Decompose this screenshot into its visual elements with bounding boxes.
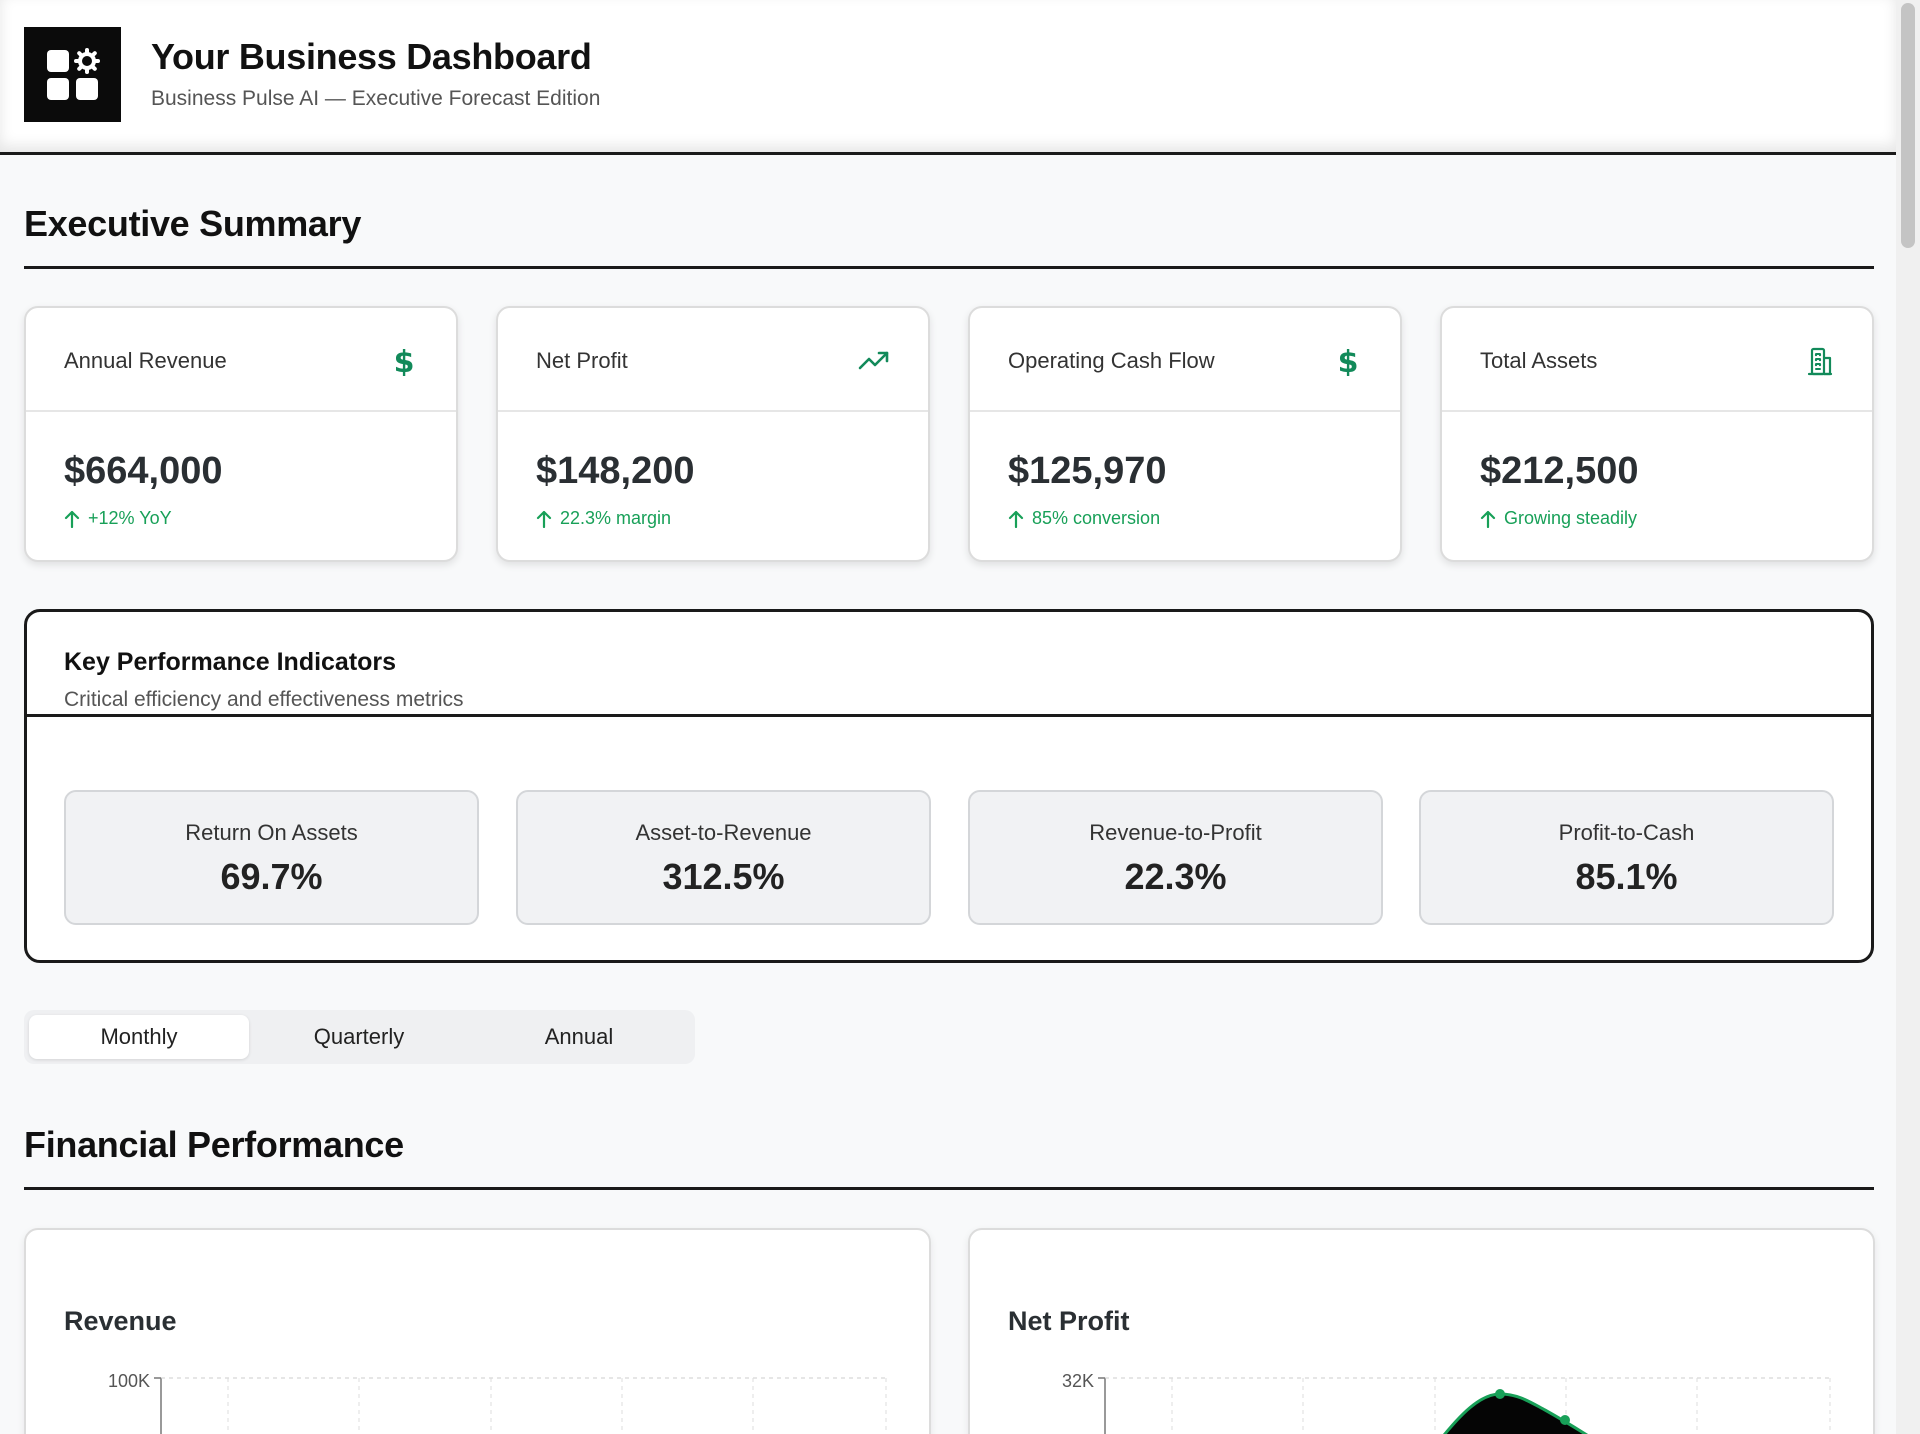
metric-trend: 85% conversion: [1008, 508, 1160, 529]
arrow-up-icon: [536, 510, 552, 528]
trending-up-icon: [858, 351, 889, 370]
metric-trend-text: Growing steadily: [1504, 508, 1638, 528]
app-header: Your Business Dashboard Business Pulse A…: [0, 0, 1896, 155]
kpi-value: 69.7%: [220, 856, 323, 897]
revenue-chart: 100K: [108, 1371, 888, 1434]
chart-title: Revenue: [64, 1306, 177, 1336]
tab-quarterly[interactable]: Quarterly: [313, 1024, 405, 1049]
metric-value: $212,500: [1480, 450, 1639, 492]
arrow-up-icon: [1480, 510, 1496, 528]
dollar-icon: $: [1338, 346, 1359, 376]
metric-card-header: Total Assets: [1442, 308, 1872, 412]
page-title: Your Business Dashboard: [151, 36, 592, 77]
data-point: [1495, 1389, 1505, 1399]
metric-value: $664,000: [64, 450, 223, 492]
tab-monthly[interactable]: Monthly: [29, 1015, 249, 1059]
metric-label: Annual Revenue: [64, 348, 227, 373]
metric-trend: +12% YoY: [64, 508, 172, 529]
revenue-chart-card: Revenue 100K: [24, 1228, 931, 1434]
svg-text:$: $: [394, 346, 415, 376]
metric-card-header: Net Profit: [498, 308, 928, 412]
metric-card-operating-cash-flow: Operating Cash Flow $ $125,970 85% conve…: [968, 306, 1402, 562]
y-tick-label: 100K: [108, 1371, 150, 1391]
executive-summary-heading: Executive Summary: [24, 203, 362, 244]
kpi-panel-header: Key Performance Indicators Critical effi…: [27, 612, 1871, 717]
metric-trend: Growing steadily: [1480, 508, 1637, 529]
metric-label: Net Profit: [536, 348, 628, 373]
chart-title: Net Profit: [1008, 1306, 1130, 1336]
metric-trend: 22.3% margin: [536, 508, 671, 529]
metric-value: $148,200: [536, 450, 695, 492]
kpi-revenue-to-profit: Revenue-to-Profit 22.3%: [968, 790, 1383, 925]
period-tabs: Monthly Quarterly Annual: [24, 1010, 695, 1064]
kpi-label: Profit-to-Cash: [1558, 820, 1695, 845]
kpi-title: Key Performance Indicators: [64, 648, 397, 676]
metric-trend-text: +12% YoY: [88, 508, 172, 528]
data-point: [1560, 1415, 1570, 1425]
tab-annual[interactable]: Annual: [544, 1024, 614, 1049]
dollar-icon: $: [394, 346, 415, 376]
kpi-label: Revenue-to-Profit: [1089, 820, 1262, 845]
metric-label: Total Assets: [1480, 348, 1598, 373]
page-subtitle: Business Pulse AI — Executive Forecast E…: [151, 87, 601, 110]
metric-label: Operating Cash Flow: [1008, 348, 1215, 373]
metric-trend-text: 85% conversion: [1032, 508, 1161, 528]
net-profit-chart: 32K: [1062, 1371, 1832, 1434]
metric-card-annual-revenue: Annual Revenue $ $664,000 +12% YoY: [24, 306, 458, 562]
kpi-panel: Key Performance Indicators Critical effi…: [24, 609, 1874, 963]
metric-card-net-profit: Net Profit $148,200 22.3% margin: [496, 306, 930, 562]
metric-value: $125,970: [1008, 450, 1167, 492]
metric-trend-text: 22.3% margin: [560, 508, 672, 528]
building-icon: [1807, 347, 1833, 376]
kpi-asset-to-revenue: Asset-to-Revenue 312.5%: [516, 790, 931, 925]
kpi-value: 85.1%: [1575, 856, 1678, 897]
kpi-return-on-assets: Return On Assets 69.7%: [64, 790, 479, 925]
kpi-label: Return On Assets: [185, 820, 358, 845]
svg-text:$: $: [1338, 346, 1359, 376]
arrow-up-icon: [1008, 510, 1024, 528]
arrow-up-icon: [64, 510, 80, 528]
scrollbar-thumb[interactable]: [1901, 3, 1915, 248]
metric-card-total-assets: Total Assets $212,500 Growing steadily: [1440, 306, 1874, 562]
vertical-scrollbar[interactable]: [1896, 0, 1920, 1434]
financial-performance-heading: Financial Performance: [24, 1124, 404, 1165]
section-divider: [24, 266, 1874, 269]
metric-card-header: Annual Revenue $: [26, 308, 456, 412]
kpi-label: Asset-to-Revenue: [635, 820, 812, 845]
kpi-profit-to-cash: Profit-to-Cash 85.1%: [1419, 790, 1834, 925]
logo: [24, 27, 121, 122]
dashboard-grid-icon: [46, 47, 100, 100]
kpi-value: 22.3%: [1124, 856, 1227, 897]
y-tick-label: 32K: [1062, 1371, 1094, 1391]
net-profit-area: [1442, 1392, 1589, 1434]
metric-card-header: Operating Cash Flow $: [970, 308, 1400, 412]
kpi-subtitle: Critical efficiency and effectiveness me…: [64, 688, 464, 711]
net-profit-chart-card: Net Profit 32K: [968, 1228, 1875, 1434]
kpi-value: 312.5%: [662, 856, 785, 897]
section-divider: [24, 1187, 1874, 1190]
